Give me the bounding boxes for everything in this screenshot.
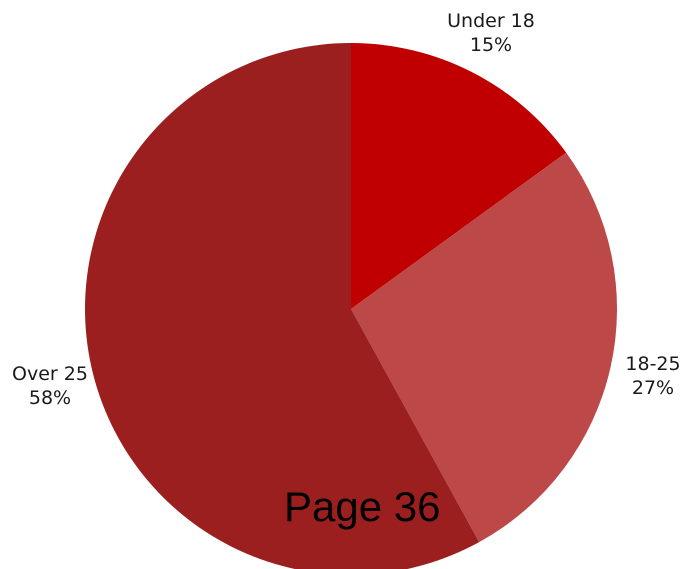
slice-percent-label: 27%: [632, 377, 674, 399]
pie-slice-over-25: [85, 43, 480, 569]
slice-percent-label: 58%: [29, 387, 71, 409]
pie-slice-under-18: [351, 43, 567, 309]
slice-category-label: 18-25: [625, 353, 680, 375]
slice-category-label: Over 25: [12, 363, 88, 385]
pie-slices: [85, 43, 618, 569]
page-number-label: Page 36: [284, 483, 441, 530]
slice-category-label: Under 18: [447, 10, 535, 32]
slice-percent-label: 15%: [470, 34, 512, 56]
pie-slice-18-25: [351, 152, 618, 543]
